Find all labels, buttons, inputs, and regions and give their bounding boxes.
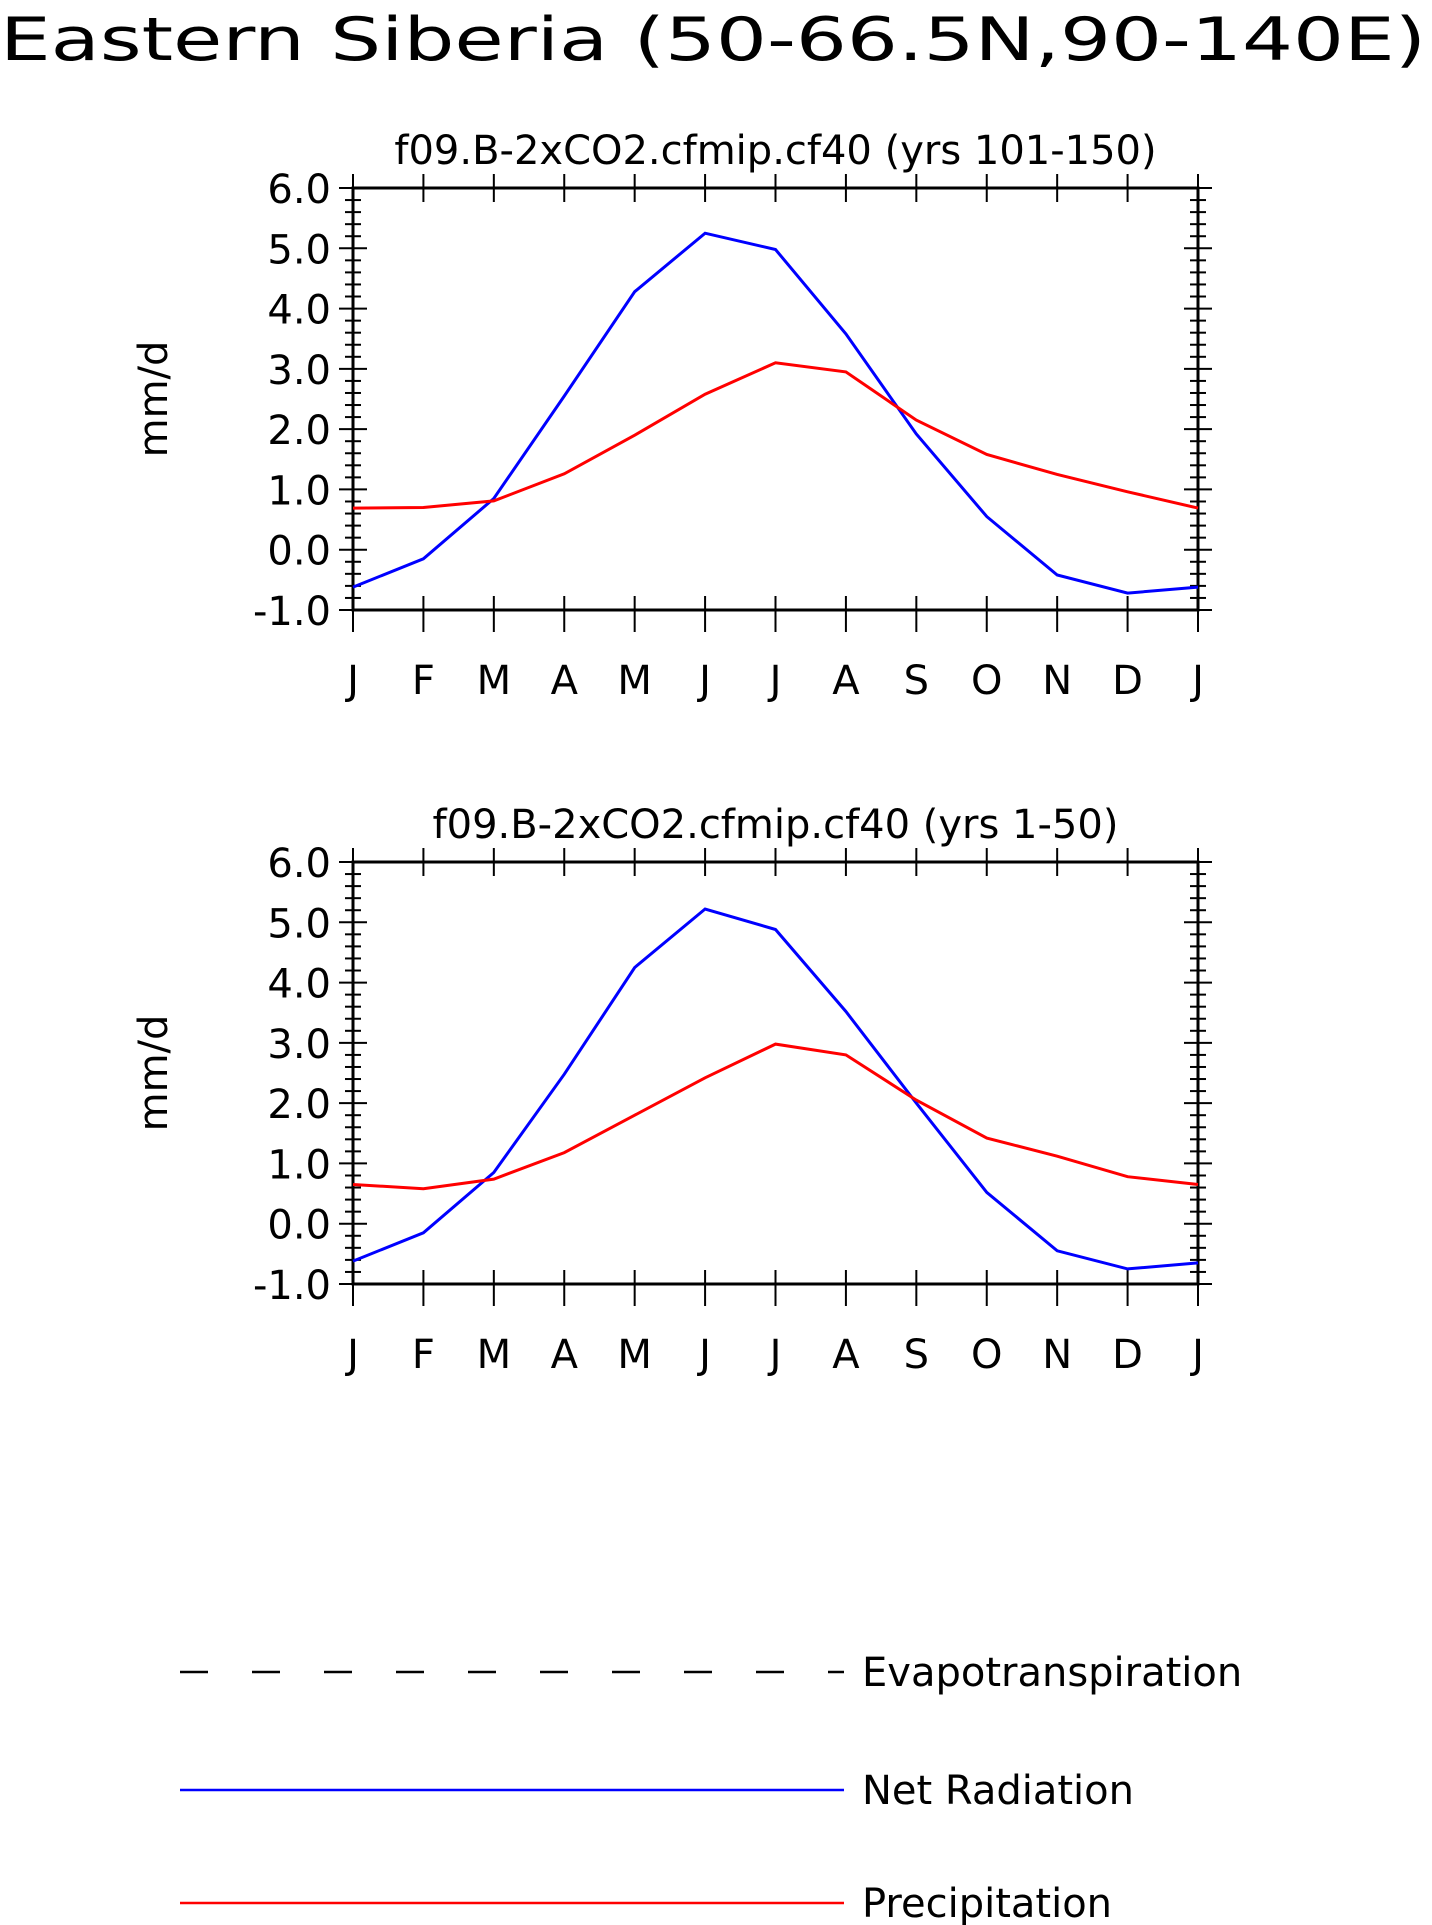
- x-tick-label: M: [477, 658, 512, 704]
- chart-panel-2: f09.B-2xCO2.cfmip.cf40 (yrs 1-50) mm/d -1.…: [131, 802, 1212, 1378]
- panels: f09.B-2xCO2.cfmip.cf40 (yrs 101-150) mm/d…: [131, 128, 1212, 1378]
- x-tick-label: A: [551, 1332, 579, 1378]
- x-tick-label: J: [1189, 1332, 1204, 1378]
- series-line-precipitation: [352, 1042, 1199, 1191]
- x-tick-label: F: [412, 658, 435, 704]
- y-tick-label: 3.0: [267, 348, 331, 394]
- y-tick-label: 0.0: [267, 1203, 331, 1249]
- y-tick-label: 2.0: [267, 408, 331, 454]
- x-tick-label: S: [904, 658, 929, 704]
- x-tick-label: J: [696, 1332, 711, 1378]
- series-line-net-radiation: [352, 231, 1199, 595]
- figure-title: Eastern Siberia (50-66.5N,90-140E): [0, 5, 1426, 75]
- x-tick-label: A: [832, 658, 860, 704]
- y-tick-label: 1.0: [267, 1142, 331, 1188]
- y-axis-label: mm/d: [131, 1015, 177, 1132]
- chart-panel-1: f09.B-2xCO2.cfmip.cf40 (yrs 101-150) mm/d…: [131, 128, 1212, 704]
- y-tick-label: -1.0: [253, 1263, 331, 1309]
- x-tick-label: O: [971, 658, 1002, 704]
- x-tick-label: M: [617, 658, 652, 704]
- y-tick-label: 5.0: [267, 227, 331, 273]
- x-tick-label: N: [1042, 1332, 1072, 1378]
- x-tick-label: O: [971, 1332, 1002, 1378]
- legend: Evapotranspiration Net Radiation Precipita…: [180, 1650, 1242, 1925]
- legend-label: Net Radiation: [862, 1768, 1134, 1814]
- series-line-precipitation: [352, 361, 1199, 510]
- series-line-net-radiation: [352, 907, 1199, 1271]
- y-tick-label: 6.0: [267, 841, 331, 887]
- panel-title: f09.B-2xCO2.cfmip.cf40 (yrs 101-150): [394, 128, 1156, 174]
- legend-label: Evapotranspiration: [862, 1650, 1242, 1696]
- y-axis-label: mm/d: [131, 341, 177, 458]
- y-tick-label: 4.0: [267, 288, 331, 334]
- y-tick-label: 4.0: [267, 962, 331, 1008]
- x-tick-label: J: [344, 658, 359, 704]
- x-tick-label: S: [904, 1332, 929, 1378]
- x-tick-label: J: [344, 1332, 359, 1378]
- y-tick-label: 2.0: [267, 1082, 331, 1128]
- y-tick-label: 5.0: [267, 901, 331, 947]
- panel-title: f09.B-2xCO2.cfmip.cf40 (yrs 1-50): [433, 802, 1119, 848]
- x-tick-label: J: [767, 1332, 782, 1378]
- x-tick-label: D: [1112, 1332, 1143, 1378]
- x-tick-label: N: [1042, 658, 1072, 704]
- x-tick-label: F: [412, 1332, 435, 1378]
- x-tick-label: A: [551, 658, 579, 704]
- y-tick-label: 0.0: [267, 529, 331, 575]
- x-tick-label: D: [1112, 658, 1143, 704]
- x-tick-label: M: [617, 1332, 652, 1378]
- y-tick-label: 1.0: [267, 468, 331, 514]
- x-tick-label: J: [696, 658, 711, 704]
- legend-label: Precipitation: [862, 1881, 1112, 1925]
- y-tick-label: -1.0: [253, 589, 331, 635]
- x-tick-label: J: [1189, 658, 1204, 704]
- x-tick-label: J: [767, 658, 782, 704]
- y-tick-label: 3.0: [267, 1022, 331, 1068]
- x-tick-label: M: [477, 1332, 512, 1378]
- y-tick-label: 6.0: [267, 167, 331, 213]
- x-tick-label: A: [832, 1332, 860, 1378]
